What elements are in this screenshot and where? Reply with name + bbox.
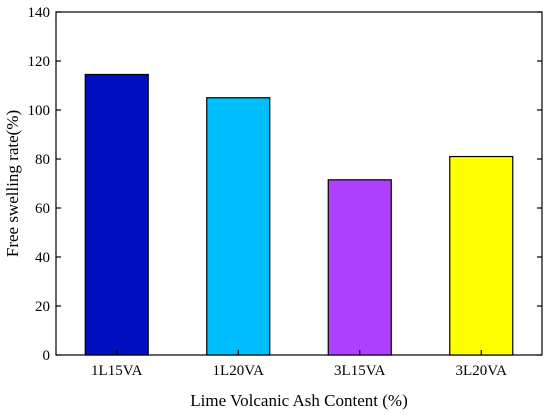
bars-group xyxy=(84,73,514,356)
x-tick-label: 3L15VA xyxy=(334,363,386,379)
y-tick-label: 20 xyxy=(35,299,50,315)
y-tick-label: 100 xyxy=(28,103,51,119)
y-tick-label: 140 xyxy=(28,5,51,21)
y-tick-label: 0 xyxy=(43,348,51,364)
bar-1L20VA xyxy=(206,97,271,356)
y-axis-ticks: 0 20 40 60 80 100 120 140 xyxy=(28,5,542,364)
y-tick-label: 60 xyxy=(35,201,50,217)
x-tick-label: 1L15VA xyxy=(91,363,143,379)
y-axis-label: Free swelling rate(%) xyxy=(3,110,22,257)
y-tick-label: 40 xyxy=(35,250,50,266)
x-tick-label: 3L20VA xyxy=(456,363,508,379)
y-tick-label: 80 xyxy=(35,152,50,168)
y-tick-label: 120 xyxy=(28,54,51,70)
x-axis-label: Lime Volcanic Ash Content (%) xyxy=(190,391,408,410)
bar-3L20VA xyxy=(449,155,514,356)
bar-1L15VA xyxy=(84,73,149,356)
x-axis-ticks: 1L15VA 1L20VA 3L15VA 3L20VA xyxy=(91,350,507,379)
bar-3L15VA xyxy=(327,179,392,356)
x-tick-label: 1L20VA xyxy=(213,363,265,379)
plot-area-frame xyxy=(55,11,543,356)
